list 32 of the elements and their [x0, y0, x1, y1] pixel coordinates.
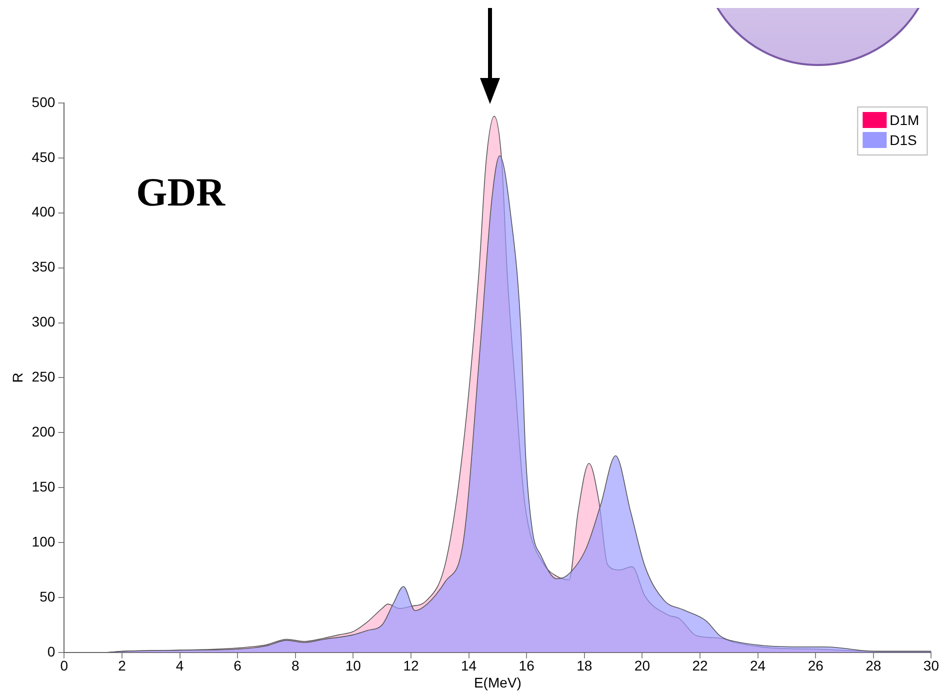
x-tick-label: 10 — [345, 658, 362, 674]
x-tick-label: 6 — [234, 658, 242, 674]
y-tick-label: 0 — [47, 643, 56, 660]
y-tick-label: 250 — [32, 368, 56, 385]
legend-label: D1M — [890, 112, 920, 128]
y-axis-title: R — [9, 372, 26, 383]
y-tick-label: 300 — [32, 314, 56, 330]
y-tick-label: 50 — [40, 588, 56, 604]
annotation: GDR — [136, 169, 226, 214]
x-tick-label: 28 — [866, 658, 882, 674]
x-tick-label: 14 — [460, 658, 477, 674]
y-tick-label: 500 — [32, 94, 56, 110]
x-tick-label: 12 — [403, 658, 419, 674]
y-tick-label: 200 — [32, 424, 56, 440]
x-axis-title: E(MeV) — [474, 674, 522, 690]
x-tick-label: 2 — [118, 658, 126, 674]
x-tick-label: 0 — [60, 658, 68, 674]
x-tick-label: 24 — [750, 658, 766, 674]
y-tick-label: 100 — [32, 533, 56, 550]
legend-label: D1S — [890, 132, 917, 148]
x-tick-label: 4 — [176, 658, 184, 674]
x-tick-label: 18 — [576, 658, 592, 674]
x-tick-label: 30 — [923, 658, 940, 674]
x-tick-label: 26 — [808, 658, 824, 674]
y-tick-label: 150 — [32, 478, 56, 494]
y-tick-label: 450 — [32, 148, 56, 165]
y-tick-label: 350 — [32, 258, 56, 275]
x-tick-label: 22 — [692, 658, 708, 674]
x-tick-label: 16 — [518, 658, 535, 674]
x-tick-label: 20 — [634, 658, 650, 674]
x-tick-label: 8 — [291, 658, 300, 674]
y-tick-label: 400 — [32, 204, 56, 220]
